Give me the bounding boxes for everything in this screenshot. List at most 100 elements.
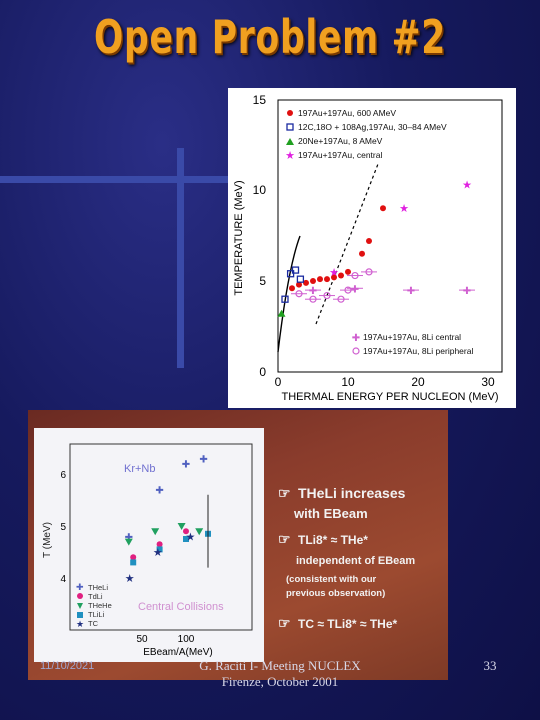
fig1-ytick: 10 — [253, 183, 267, 197]
fig2-data-point: ✚ — [125, 532, 133, 543]
decorative-vertical-bar — [177, 148, 184, 368]
fig2-note: TLi8* ≈ THe* — [298, 533, 368, 547]
fig1-data-point — [359, 250, 365, 257]
fig1-fit-curve — [277, 235, 301, 353]
fig2-notes: ☞ THeLi increases with EBeam ☞ TLi8* ≈ T… — [278, 485, 415, 631]
fig2-data-point: ★ — [185, 531, 195, 543]
fig1-legend-marker: ✚ — [352, 333, 360, 344]
fig1-legend-marker — [286, 123, 294, 131]
fig2-data-point — [177, 523, 186, 530]
fig2-data-point: ★ — [153, 547, 163, 559]
fig2-legend-entry: TdLi — [88, 592, 103, 601]
fig2-data-point — [124, 538, 133, 546]
fig2-legend-entry: THeHe — [88, 601, 112, 610]
fig1-ytick: 15 — [253, 93, 267, 107]
fig2-annotation: Central Collisions — [138, 601, 224, 613]
fig2-note-hand-icon: ☞ — [278, 531, 291, 547]
fig1-data-point — [338, 272, 344, 279]
fig2-legend-entry: TLiLi — [88, 610, 105, 619]
fig1-data-point — [295, 290, 303, 298]
fig2-data-point — [156, 541, 163, 548]
fig1-data-point — [345, 268, 351, 275]
fig2-xlabel: EBeam/A(MeV) — [143, 647, 212, 658]
fig1-data-point: ✚ — [407, 286, 415, 297]
fig1-data-point — [289, 285, 295, 292]
fig2-reaction-label: Kr+Nb — [124, 463, 156, 475]
fig2-plot-background — [34, 428, 264, 662]
fig1-data-point — [303, 279, 309, 286]
fig1-legend-entry: 12C,18O + 108Ag,197Au, 30–84 AMeV — [298, 122, 447, 132]
fig1-legend-marker — [287, 110, 293, 116]
fig2-legend: ✚ THeLi TdLi THeHe TLiLi ★ TC — [76, 582, 112, 629]
kr-nb-temperature-figure: Kr+Nb T (MeV) 6 5 4 50 100 EBeam/A(MeV) … — [28, 410, 448, 680]
fig2-xtick: 50 — [136, 634, 148, 645]
fig1-xtick: 20 — [411, 375, 425, 389]
fig1-xtick: 30 — [481, 375, 495, 389]
fig2-data-point — [156, 546, 163, 553]
fig1-fit-dashed-line — [315, 163, 379, 325]
fig2-data-point — [183, 528, 189, 535]
fig2-note-hand-icon: ☞ — [278, 615, 291, 631]
fig1-legend-entry: 197Au+197Au, 8Li peripheral — [363, 346, 473, 356]
fig1-data-point — [277, 309, 286, 317]
fig2-xtick: 100 — [178, 634, 195, 645]
fig1-data-point: ★ — [399, 203, 409, 215]
fig1-data-point — [296, 275, 305, 283]
fig2-note-hand-icon: ☞ — [278, 485, 291, 501]
fig2-legend-entry: THeLi — [88, 583, 108, 592]
fig1-ytick: 0 — [259, 365, 266, 379]
fig1-data-point: ✚ — [463, 286, 471, 297]
fig1-data-point — [323, 291, 331, 300]
fig1-legend-entry: 197Au+197Au, 600 AMeV — [298, 108, 396, 118]
fig1-legend-entry: 20Ne+197Au, 8 AMeV — [298, 136, 383, 146]
fig1-xtick: 0 — [275, 375, 282, 389]
fig1-xtick: 10 — [341, 375, 355, 389]
temperature-vs-energy-figure: TEMPERATURE (MeV) THERMAL ENERGY PER NUC… — [228, 88, 516, 408]
fig1-data-point — [291, 266, 300, 274]
fig1-data-point — [309, 295, 317, 303]
fig1-legend-entry: 197Au+197Au, central — [298, 150, 382, 160]
slide-date: 11/10/2021 — [40, 660, 95, 672]
fig1-data-point — [310, 278, 316, 284]
fig1-data-point — [331, 274, 337, 281]
fig2-data-point — [183, 536, 189, 542]
fig1-data-point: ★ — [462, 180, 472, 192]
fig2-frame — [69, 443, 253, 631]
fig1-plot: TEMPERATURE (MeV) THERMAL ENERGY PER NUC… — [233, 93, 503, 403]
fig2-legend-marker: ✚ — [76, 582, 84, 592]
fig2-note: THeLi increases — [298, 485, 406, 501]
slide-number: 33 — [483, 658, 497, 673]
fig2-note: with EBeam — [293, 506, 368, 521]
fig1-ylabel: TEMPERATURE (MeV) — [233, 180, 245, 295]
fig2-note: (consistent with our — [286, 574, 377, 585]
fig1-data-point — [344, 286, 352, 294]
fig1-data-point — [366, 237, 372, 244]
fig2-ylabel: T (MeV) — [42, 522, 53, 558]
fig1-data-point — [380, 205, 386, 212]
fig2-legend-marker — [77, 603, 83, 609]
fig1-xlabel: THERMAL ENERGY PER NUCLEON (MeV) — [282, 391, 499, 403]
fig1-legend-entry: 197Au+197Au, 8Li central — [363, 332, 461, 342]
fig1-data-point — [296, 281, 302, 288]
fig1-data-point: ✚ — [309, 286, 317, 297]
fig2-note: previous observation) — [286, 588, 385, 599]
decorative-horizontal-bar — [0, 176, 230, 183]
fig1-legend-marker: ★ — [285, 150, 295, 162]
fig2-note: TC ≈ TLi8* ≈ THe* — [298, 617, 398, 631]
fig2-plot: Kr+Nb T (MeV) 6 5 4 50 100 EBeam/A(MeV) … — [34, 428, 415, 662]
fig1-data-point — [337, 295, 345, 303]
fig2-ytick: 5 — [60, 522, 66, 533]
fig2-legend-marker — [77, 593, 83, 599]
slide-footer-text: G. Raciti I- Meeting NUCLEX Firenze, Oct… — [199, 658, 361, 689]
fig2-data-point: ✚ — [199, 454, 207, 465]
fig2-ytick: 6 — [60, 470, 66, 481]
fig1-data-point — [365, 268, 373, 276]
fig2-data-point — [195, 528, 204, 536]
fig1-data-point: ★ — [329, 267, 339, 279]
fig2-legend-marker: ★ — [76, 619, 84, 629]
fig2-data-point — [130, 554, 137, 561]
fig1-data-point — [281, 295, 289, 303]
fig2-ytick: 4 — [60, 574, 66, 585]
fig2-note: independent of EBeam — [296, 555, 415, 567]
fig1-data-point — [351, 271, 359, 280]
